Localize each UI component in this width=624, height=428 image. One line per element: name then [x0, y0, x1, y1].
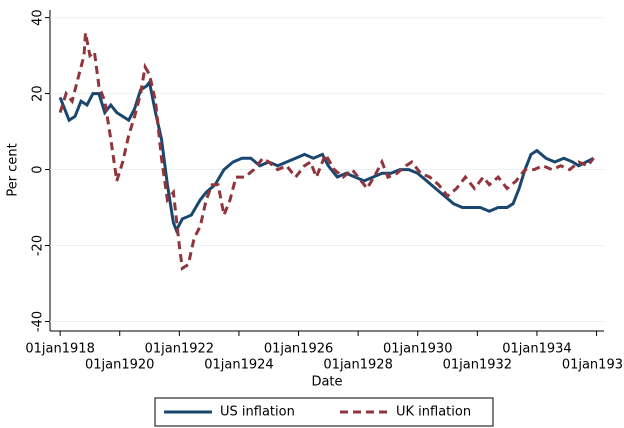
legend-label: UK inflation: [396, 405, 471, 420]
data-line: [58, 32, 595, 271]
x-tick-label: 01jan1934: [502, 342, 571, 357]
data-line: [58, 78, 595, 234]
y-tick-label: 0: [31, 165, 46, 173]
x-tick-label: 01jan1920: [85, 358, 154, 373]
x-tick-label: 01jan1918: [25, 342, 94, 357]
x-tick-label: 01jan1936: [562, 358, 624, 373]
y-tick-label: -20: [31, 235, 46, 256]
x-tick-label: 01jan1932: [443, 358, 512, 373]
legend-label: US inflation: [220, 405, 295, 420]
y-tick-label: 20: [31, 85, 46, 102]
y-axis-label: Per cent: [6, 143, 21, 196]
y-tick-label: -40: [31, 311, 46, 332]
y-tick-label: 40: [31, 9, 46, 26]
x-tick-label: 01jan1922: [145, 342, 214, 357]
x-tick-label: 01jan1928: [323, 358, 392, 373]
x-axis-label: Date: [311, 375, 342, 390]
x-tick-label: 01jan1926: [264, 342, 333, 357]
x-tick-label: 01jan1930: [383, 342, 452, 357]
x-tick-label: 01jan1924: [204, 358, 273, 373]
